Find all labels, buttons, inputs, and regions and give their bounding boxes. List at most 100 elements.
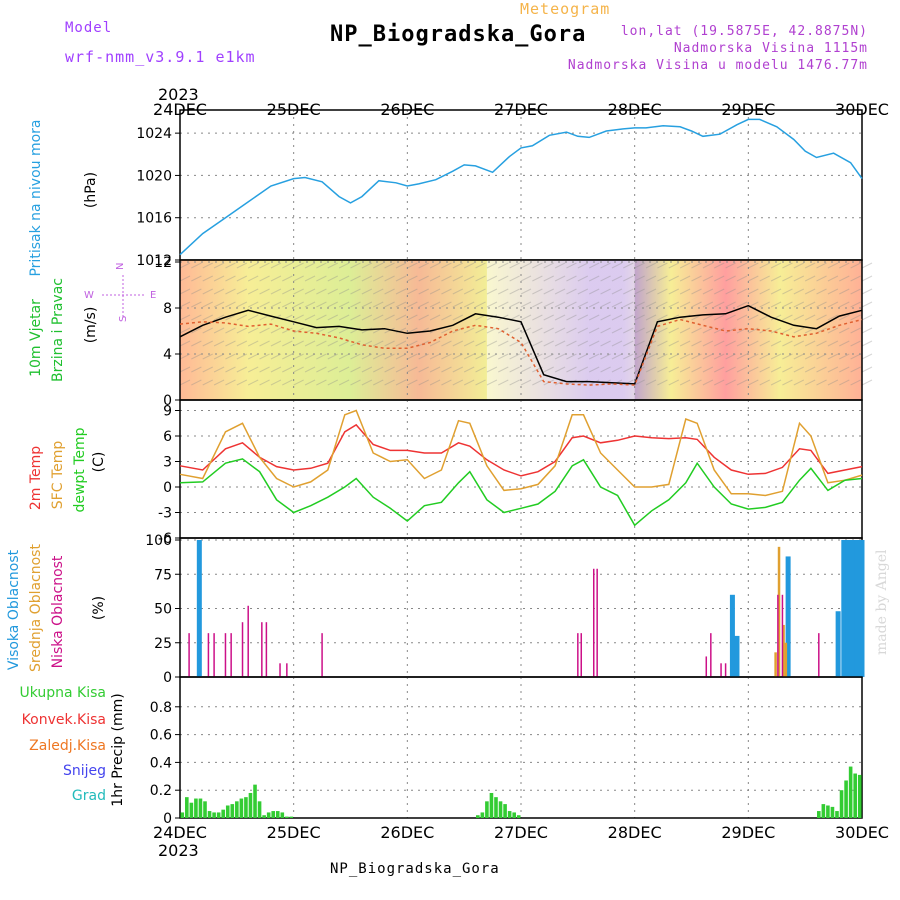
precip-bar (476, 815, 480, 818)
cloud-bar (188, 633, 190, 677)
precip-bar (212, 812, 216, 818)
wind-barb (384, 353, 395, 360)
panel-frame (179, 537, 863, 678)
wind-barb (793, 275, 805, 282)
wind-barb (236, 288, 248, 295)
wind-barb (373, 353, 384, 360)
wind-barb (748, 262, 759, 269)
wind-barb (725, 262, 736, 269)
wind-barb (270, 275, 282, 282)
wind-barb (327, 288, 338, 295)
precip-bar (230, 804, 235, 818)
wind-barb (441, 275, 452, 282)
wind-barb (736, 366, 748, 373)
wind-barb (361, 301, 373, 308)
temp-2m-axis-title: 2m Temp (28, 446, 44, 510)
cloud-bar (213, 633, 215, 677)
wind-barb (373, 288, 384, 295)
y-tick-label: 4 (163, 347, 172, 363)
wind-barb (407, 288, 418, 295)
wind-barb (441, 340, 452, 347)
wind-barb (702, 288, 714, 295)
cloud-bar (261, 622, 263, 677)
wind-barb (702, 275, 714, 282)
wind-barb (782, 353, 793, 360)
wind-barb (179, 353, 191, 360)
y-tick-label: 0 (163, 393, 172, 409)
wind-barb (634, 301, 645, 308)
wind-barb (861, 353, 873, 360)
wind-barb (316, 353, 327, 360)
wind-barb (475, 340, 486, 347)
wind-barb (543, 366, 554, 373)
cloud-bar (705, 656, 708, 677)
wind-barb (191, 366, 202, 373)
wind-barb (634, 262, 645, 269)
cloud-bar (777, 546, 781, 677)
wind-barb (702, 262, 714, 269)
cloud-bar (859, 540, 865, 677)
cloud-bar (850, 540, 856, 677)
wind-barb (827, 275, 839, 282)
wind-barb (225, 301, 236, 308)
wind-barb (236, 379, 248, 386)
wind-barb (634, 353, 645, 360)
year-label-top: 2023 (158, 85, 199, 104)
wind-barb (588, 366, 600, 373)
wind-barb (588, 353, 600, 360)
wind-barb (543, 288, 554, 295)
y-tick-label: 0.8 (150, 700, 172, 716)
wind-barb (566, 353, 577, 360)
wind-barb (623, 327, 634, 334)
wind-barb (770, 314, 782, 321)
wind-barb (452, 353, 464, 360)
series-line-2m-temp (179, 423, 863, 477)
precip-legend-item: Snijeg (63, 763, 106, 779)
wind-barb (350, 353, 361, 360)
wind-barb (736, 340, 748, 347)
wind-barb (645, 379, 657, 386)
wind-barb (782, 275, 793, 282)
wind-barb (668, 301, 679, 308)
wind-barb (384, 275, 395, 282)
wind-barb (259, 262, 270, 269)
wind-barb (839, 366, 850, 373)
wind-barb (554, 275, 566, 282)
wind-barb (407, 340, 418, 347)
wind-barb (600, 353, 611, 360)
pressure-axis-title: Pritisak na nivou mora (28, 119, 44, 276)
wind-barb (804, 340, 816, 347)
wind-barb (634, 340, 645, 347)
wind-barb (827, 327, 839, 334)
wind-barb (418, 314, 429, 321)
wind-barb (520, 288, 532, 295)
wind-barb (588, 340, 600, 347)
wind-barb (407, 353, 418, 360)
wind-barb (532, 314, 543, 321)
wind-barb (304, 340, 316, 347)
precip-bar (830, 806, 835, 818)
wind-barb (418, 288, 429, 295)
wind-barb (679, 301, 691, 308)
wind-barb (702, 353, 714, 360)
wind-barb (782, 314, 793, 321)
wind-barb (498, 327, 509, 334)
wind-barb (179, 379, 191, 386)
wind-barb (327, 340, 338, 347)
wind-barb (793, 314, 805, 321)
wind-barb (407, 379, 418, 386)
low-cloud-axis-title: Niska Oblacnost (50, 555, 66, 668)
wind-barb (463, 379, 475, 386)
wind-barb (202, 275, 213, 282)
wind-barb (418, 262, 429, 269)
wind-barb (770, 301, 782, 308)
wind-barb (611, 353, 623, 360)
wind-barb (486, 288, 498, 295)
y-tick-label: 25 (154, 636, 172, 652)
wind-barb (316, 366, 327, 373)
cloud-bar (241, 622, 244, 677)
wind-barb (384, 340, 395, 347)
wind-barb (748, 366, 759, 373)
y-tick-label: 0.6 (150, 728, 172, 744)
wind-barb (407, 301, 418, 308)
